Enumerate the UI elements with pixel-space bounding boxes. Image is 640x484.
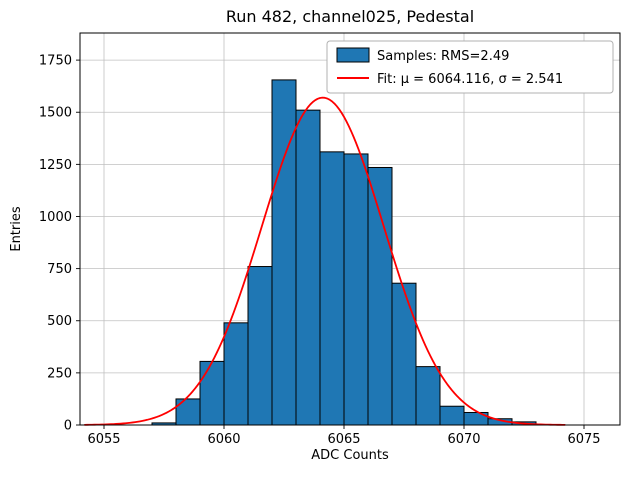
legend-label-samples: Samples: RMS=2.49 [377, 49, 509, 64]
y-tick-label: 1000 [39, 210, 72, 225]
histogram-bar [247, 266, 273, 426]
histogram-bar [175, 398, 201, 426]
histogram-bar [271, 79, 297, 426]
histogram-bar [367, 166, 393, 426]
histogram-bar [199, 360, 225, 426]
y-tick-label: 1750 [39, 54, 72, 69]
y-tick-label: 1500 [39, 106, 72, 121]
histogram-bar [223, 322, 249, 426]
legend-label-fit: Fit: μ = 6064.116, σ = 2.541 [377, 72, 563, 87]
x-axis-label: ADC Counts [311, 448, 389, 463]
axis-ticks: 6055 6060 6065 6070 6075 0 250 500 750 1000 1250 15… [39, 54, 601, 447]
y-tick-label: 500 [47, 314, 72, 329]
legend-samples-patch [336, 47, 370, 63]
x-tick-label: 6060 [207, 432, 240, 447]
legend: Samples: RMS=2.49 Fit: μ = 6064.116, σ =… [326, 40, 614, 94]
x-tick-label: 6055 [87, 432, 120, 447]
legend-frame [326, 40, 614, 94]
x-tick-label: 6070 [447, 432, 480, 447]
plot-frame [79, 32, 621, 426]
histogram-bar [295, 109, 321, 426]
histogram-bar [439, 405, 465, 426]
histogram-bar [415, 366, 441, 426]
histogram-bar [319, 151, 345, 426]
histogram-bar [391, 282, 417, 426]
histogram-bar [343, 153, 369, 426]
chart-title: Run 482, channel025, Pedestal [226, 7, 474, 26]
y-tick-label: 750 [47, 262, 72, 277]
x-tick-label: 6065 [327, 432, 360, 447]
y-tick-label: 1250 [39, 158, 72, 173]
x-tick-label: 6075 [567, 432, 600, 447]
y-axis-label: Entries [9, 206, 24, 252]
y-tick-label: 0 [64, 419, 72, 434]
gaussian-fit-line [83, 96, 566, 426]
y-tick-label: 250 [47, 366, 72, 381]
histogram-bars [151, 79, 537, 426]
